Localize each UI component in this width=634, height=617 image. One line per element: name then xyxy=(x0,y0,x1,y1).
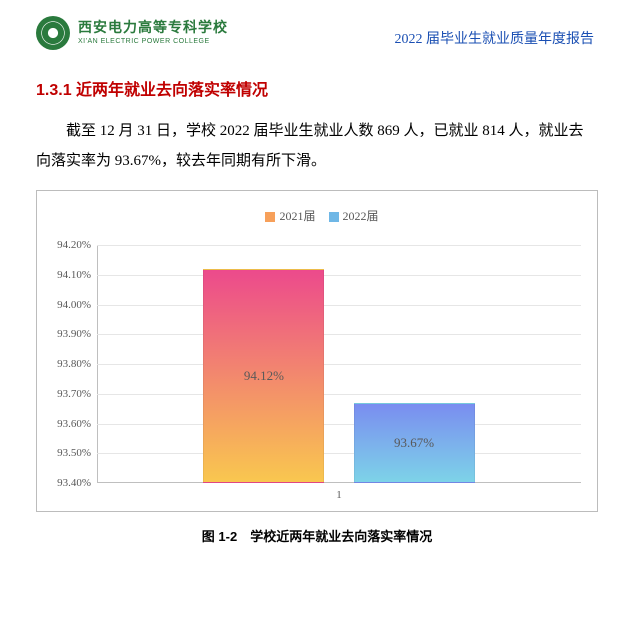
chart-legend: 2021届 2022届 xyxy=(37,207,597,224)
grid-line xyxy=(97,453,581,454)
grid-line xyxy=(97,245,581,246)
grid-line xyxy=(97,364,581,365)
school-logo-icon xyxy=(36,16,70,50)
body-paragraph: 截至 12 月 31 日，学校 2022 届毕业生就业人数 869 人，已就业 … xyxy=(0,110,634,176)
bar-2022届: 93.67% xyxy=(354,403,475,483)
section-heading: 1.3.1 近两年就业去向落实率情况 xyxy=(0,56,634,110)
grid-line xyxy=(97,334,581,335)
figure-caption: 图 1-2 学校近两年就业去向落实率情况 xyxy=(0,526,634,545)
grid-line xyxy=(97,424,581,425)
y-tick-label: 94.10% xyxy=(41,269,91,281)
employment-rate-chart: 2021届 2022届 93.40%93.50%93.60%93.70%93.8… xyxy=(36,190,598,512)
school-name-en: XI'AN ELECTRIC POWER COLLEGE xyxy=(78,38,228,45)
chart-plot-area: 93.40%93.50%93.60%93.70%93.80%93.90%94.0… xyxy=(97,245,581,483)
y-tick-label: 94.00% xyxy=(41,299,91,311)
page-header: 西安电力高等专科学校 XI'AN ELECTRIC POWER COLLEGE … xyxy=(0,0,634,56)
legend-label-2022: 2022届 xyxy=(343,209,379,223)
y-tick-label: 93.80% xyxy=(41,358,91,370)
school-name-cn: 西安电力高等专科学校 xyxy=(78,22,228,36)
legend-swatch-2022 xyxy=(329,212,339,222)
y-tick-label: 93.60% xyxy=(41,418,91,430)
y-tick-label: 93.90% xyxy=(41,328,91,340)
report-title: 2022 届毕业生就业质量年度报告 xyxy=(395,28,595,48)
school-logo-block: 西安电力高等专科学校 XI'AN ELECTRIC POWER COLLEGE xyxy=(36,16,228,50)
y-tick-label: 94.20% xyxy=(41,239,91,251)
grid-line xyxy=(97,275,581,276)
y-tick-label: 93.70% xyxy=(41,388,91,400)
bar-2021届: 94.12% xyxy=(203,269,324,483)
bar-value-label: 94.12% xyxy=(244,368,284,384)
x-tick-label: 1 xyxy=(336,489,342,501)
legend-swatch-2021 xyxy=(265,212,275,222)
grid-line xyxy=(97,394,581,395)
legend-label-2021: 2021届 xyxy=(279,209,315,223)
y-tick-label: 93.50% xyxy=(41,447,91,459)
bar-value-label: 93.67% xyxy=(394,435,434,451)
y-tick-label: 93.40% xyxy=(41,477,91,489)
grid-line xyxy=(97,305,581,306)
school-name: 西安电力高等专科学校 XI'AN ELECTRIC POWER COLLEGE xyxy=(78,22,228,45)
